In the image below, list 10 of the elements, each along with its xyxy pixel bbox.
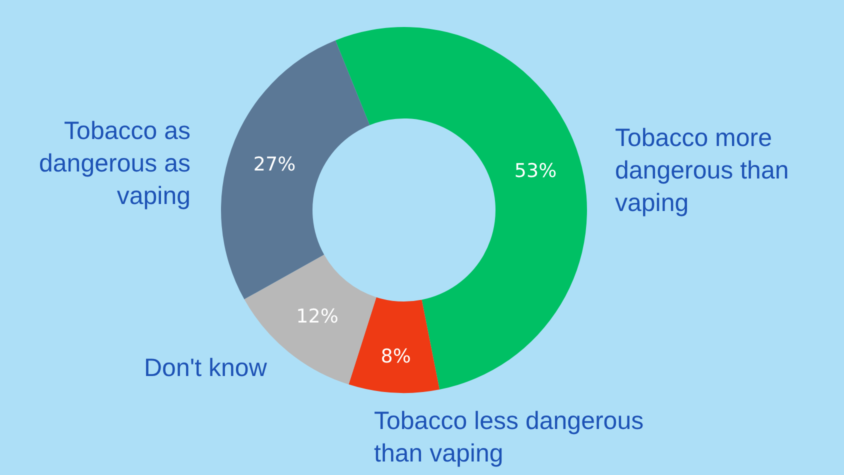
data-label: 53% (514, 160, 557, 182)
data-label: 8% (380, 345, 411, 368)
slice-label: Don't know (144, 354, 268, 382)
slice-label: Tobacco as dangerous as vaping (39, 117, 191, 210)
slice-label: Tobacco less dangerous than vaping (374, 407, 644, 468)
data-label: 27% (253, 153, 296, 176)
donut-slice (348, 297, 440, 393)
data-label: 12% (296, 305, 338, 328)
slice-label: Tobacco more dangerous than vaping (615, 124, 789, 217)
donut-slice (221, 40, 370, 300)
